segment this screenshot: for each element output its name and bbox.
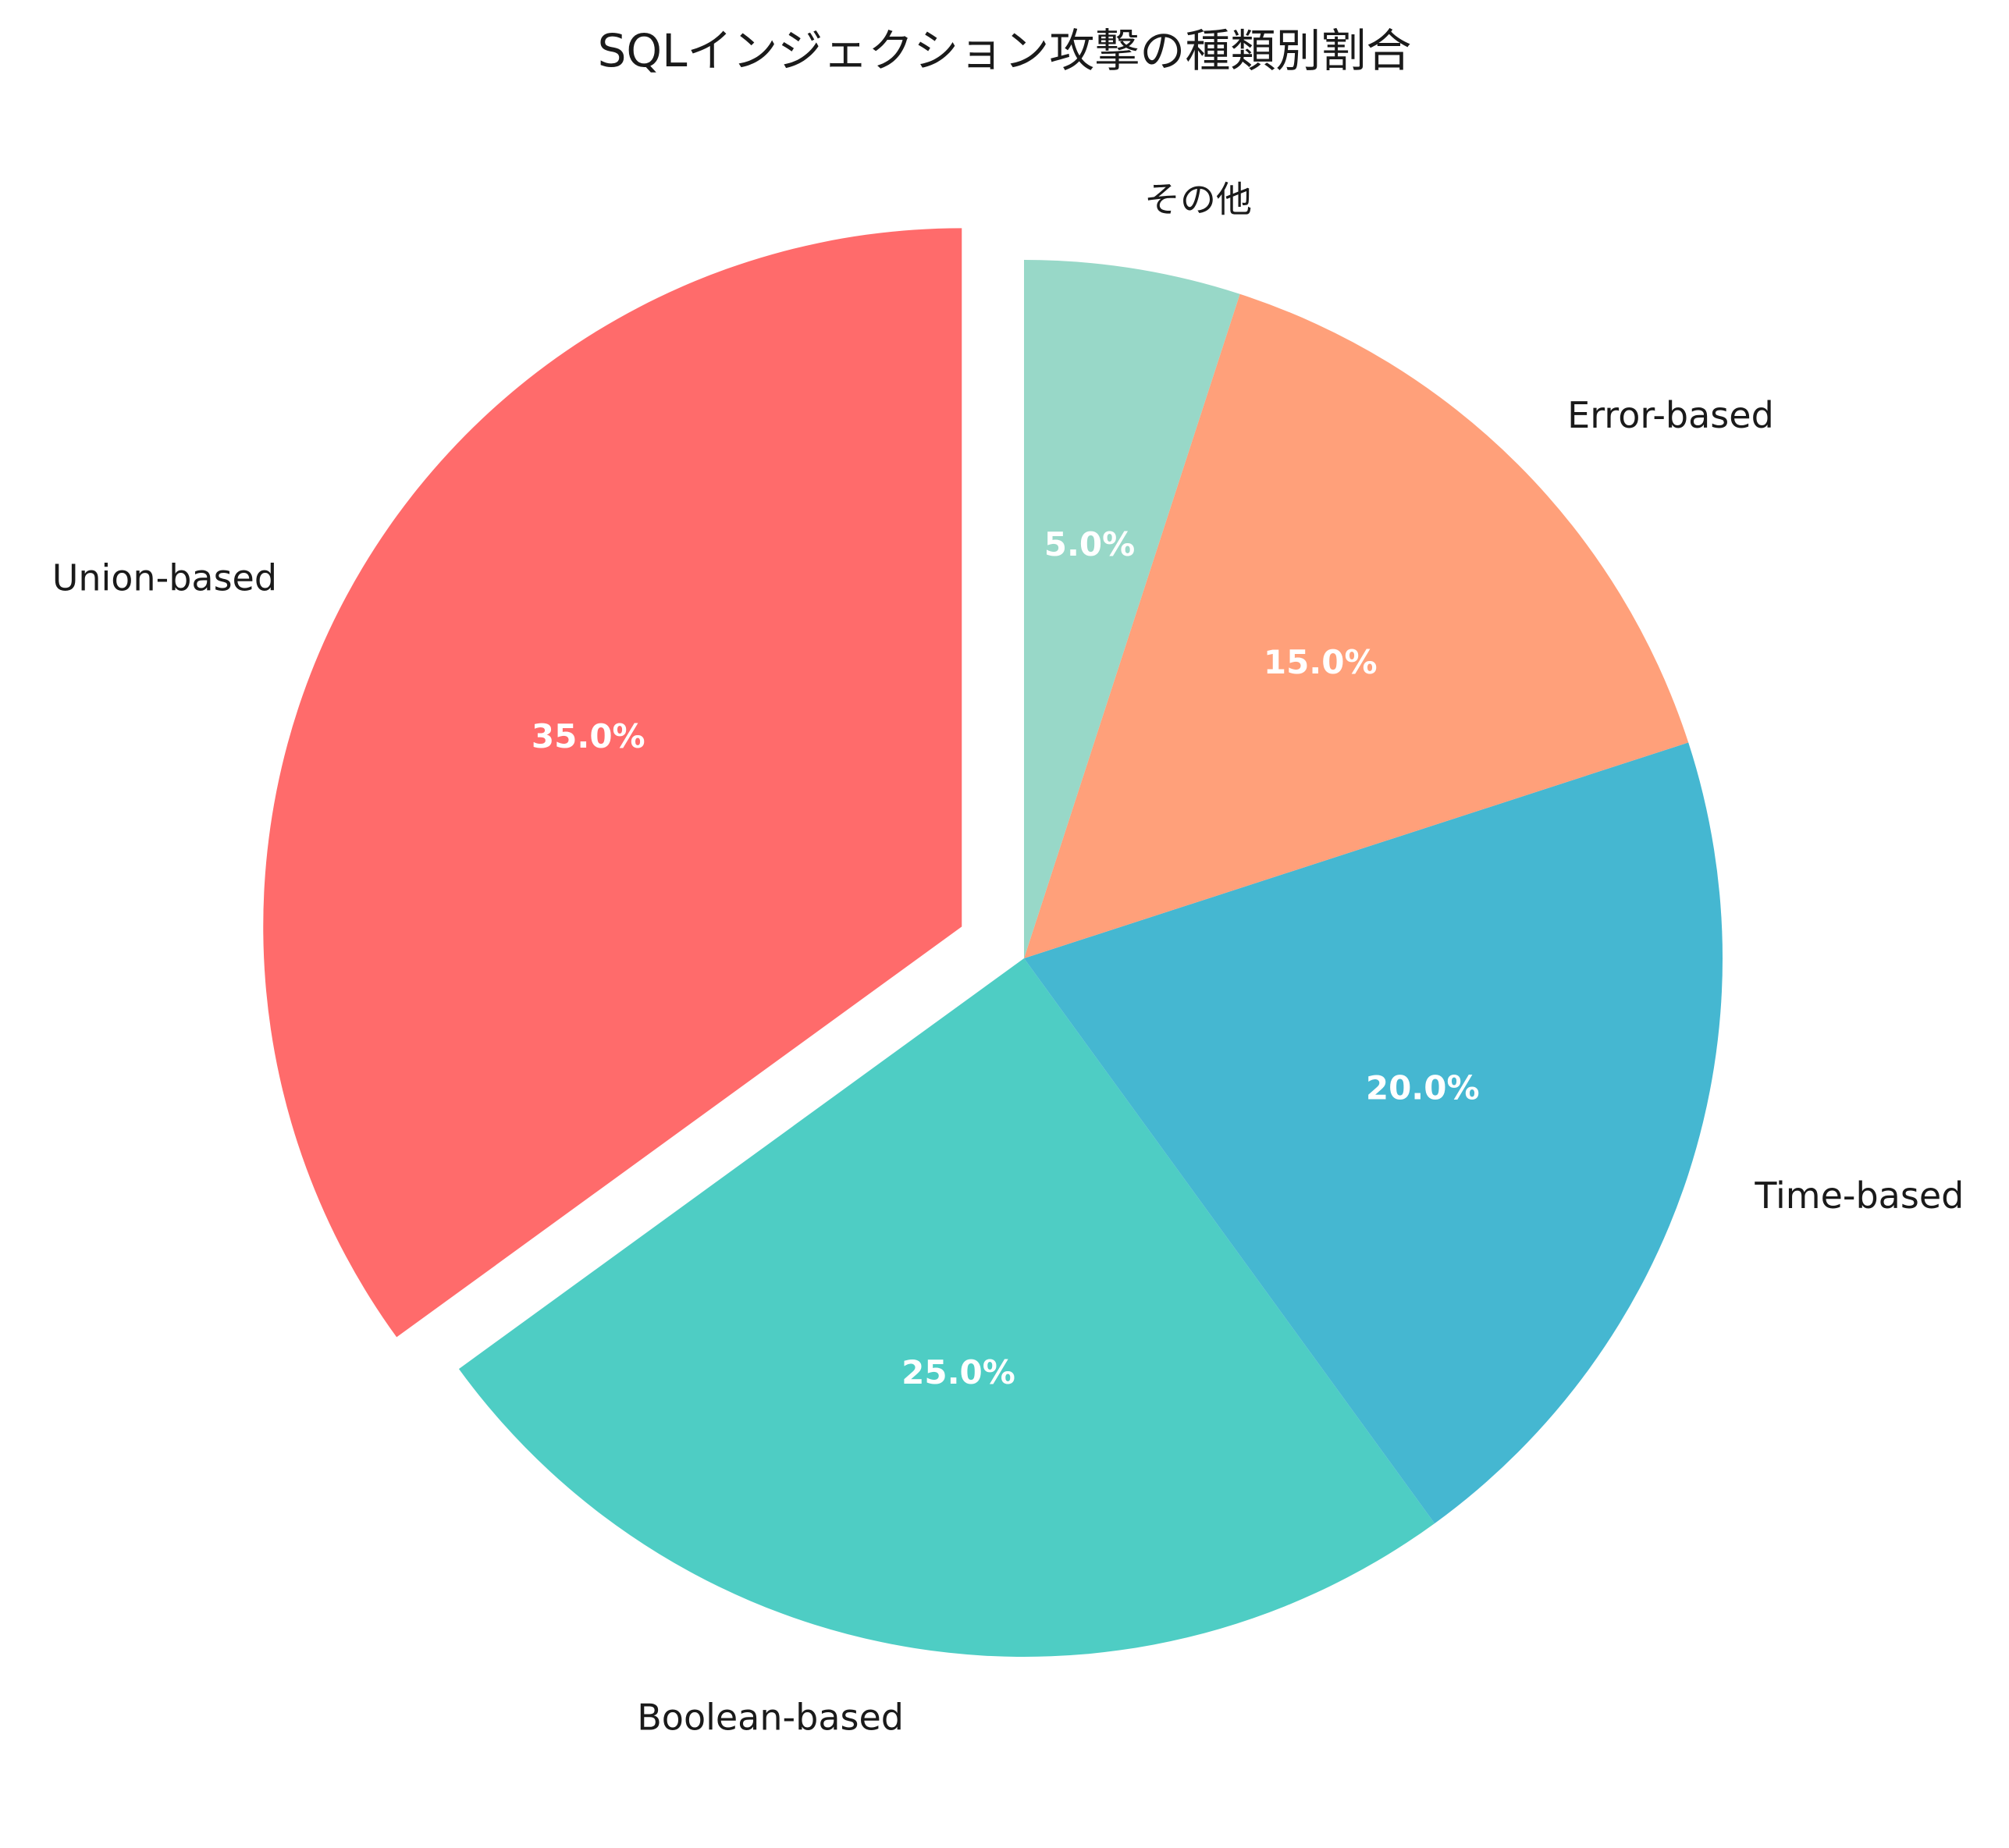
slice-percentage-label: 15.0% [1264,643,1378,681]
pie-slice-union-based [263,228,962,1338]
slice-label: Boolean-based [637,1696,904,1738]
category-labels: Union-based Boolean-based Time-based Error-… [52,179,1965,1739]
slice-percentage-label: 20.0% [1366,1068,1480,1107]
slice-percentage-label: 5.0% [1044,525,1135,563]
slice-label: Union-based [52,556,277,599]
percentage-labels: 35.0% 25.0% 20.0% 15.0% 5.0% [532,525,1480,1391]
chart-title: SQLインジェクション攻撃の種類別割合 [598,24,1412,77]
slice-label: Error-based [1567,394,1774,436]
pie-slice-boolean-based [458,958,1435,1657]
pie-slice-time-based [1024,742,1723,1524]
slice-percentage-label: 35.0% [532,717,645,755]
pie-slice-error-based [1024,293,1689,958]
pie-slices [263,228,1723,1657]
slice-label: Time-based [1754,1175,1964,1217]
pie-slice-other-4 [1024,260,1240,958]
slice-label: その他 [1144,179,1252,221]
slice-percentage-label: 25.0% [901,1353,1015,1391]
